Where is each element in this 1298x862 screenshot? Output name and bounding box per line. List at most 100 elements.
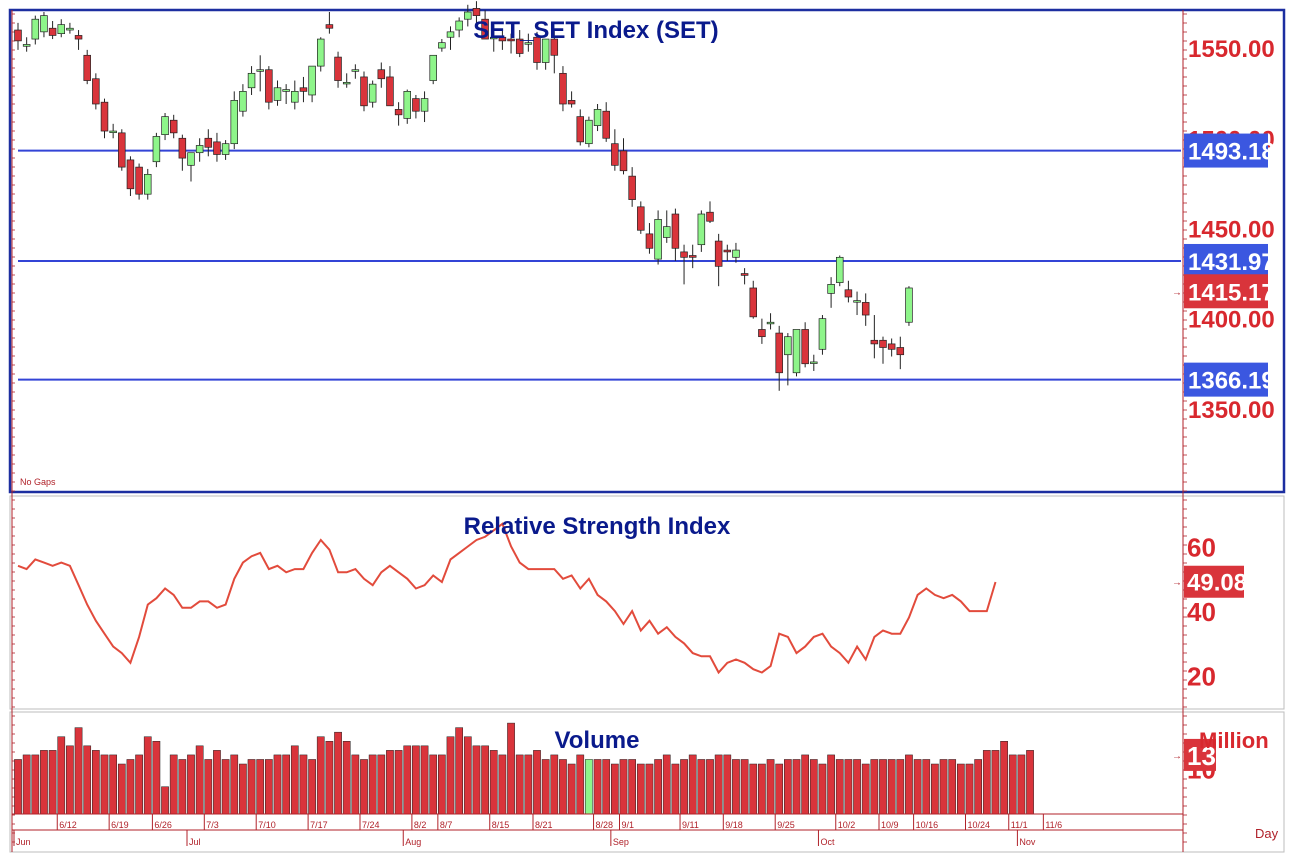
candle-body [334, 56, 342, 81]
volume-bar [463, 736, 472, 815]
candle-body [567, 100, 576, 105]
candle-body [342, 81, 351, 85]
candle-body [394, 109, 403, 116]
candle-body [420, 98, 429, 112]
candle-body [602, 110, 610, 139]
candle-body [265, 69, 273, 103]
candle-body [464, 11, 472, 20]
candle-body [204, 137, 213, 148]
month-label: Jul [189, 837, 201, 847]
volume-bar [377, 754, 386, 815]
volume-bar [394, 750, 403, 815]
volume-bar [775, 763, 784, 815]
candle-body [732, 249, 740, 258]
volume-bar [593, 759, 602, 815]
candle-body [221, 143, 230, 155]
volume-bar [965, 763, 974, 815]
volume-bar [247, 759, 256, 815]
candle-body [887, 343, 896, 350]
no-gaps-note: No Gaps [20, 477, 56, 487]
candle-body [92, 78, 100, 105]
candle-body [801, 329, 809, 365]
volume-bar [273, 754, 282, 815]
volume-bar [178, 759, 187, 815]
support-level-tag [1184, 133, 1268, 168]
volume-bar [40, 750, 48, 815]
price-chart-title: SET_SET Index (SET) [473, 17, 718, 44]
candle-body [446, 31, 455, 38]
rsi-y-tick-label: 40 [1187, 597, 1216, 627]
volume-bar [342, 741, 351, 815]
support-level-value: 1431.97 [1188, 249, 1275, 276]
volume-bar [636, 763, 645, 815]
candle-body [169, 119, 178, 134]
rsi-panel-frame [9, 495, 1285, 710]
volume-bar [265, 759, 273, 815]
volume-bar [619, 759, 628, 815]
volume-bar [195, 745, 204, 815]
volume-bar [239, 763, 247, 815]
candle-body [818, 318, 827, 350]
volume-bar [654, 759, 662, 815]
candle-body [455, 20, 463, 31]
volume-bar [784, 759, 792, 815]
x-axis-unit: Day [1255, 826, 1279, 841]
volume-bar [489, 750, 498, 815]
candle-body [118, 132, 126, 168]
last-price-marker: → [1172, 287, 1182, 298]
x-tick-label: 8/7 [440, 820, 453, 830]
x-tick-label: 8/15 [492, 820, 510, 830]
support-level-value: 1493.18 [1188, 139, 1275, 166]
volume-bar [982, 750, 991, 815]
volume-panel-frame [9, 711, 1285, 853]
support-level-tag [1184, 243, 1268, 278]
candle-body [784, 336, 792, 356]
candle-body [481, 18, 489, 40]
candle-body [515, 38, 524, 54]
volume-bar [472, 745, 481, 815]
candle-body [507, 38, 515, 42]
volume-bar [325, 741, 334, 815]
volume-bar [697, 759, 706, 815]
x-tick-label: 6/19 [111, 820, 129, 830]
candle-body [593, 109, 602, 126]
candle-body [810, 361, 818, 364]
price-y-tick-label: 1400.00 [1188, 307, 1275, 334]
volume-bar [801, 754, 809, 815]
volume-bar [420, 745, 429, 815]
volume-bar [870, 759, 879, 815]
month-label: Jun [16, 837, 31, 847]
rsi-panel: 60 40 20 49.08 → [17, 522, 1247, 692]
rsi-line [17, 522, 997, 675]
volume-bar [1017, 754, 1026, 815]
candle-body [377, 69, 386, 80]
volume-bar [887, 759, 896, 815]
volume-bar [861, 763, 870, 815]
x-tick-label: 11/6 [1045, 820, 1062, 830]
candle-body [386, 76, 394, 107]
candle-body [360, 76, 368, 107]
x-tick-label: 9/11 [682, 820, 699, 830]
volume-bar [905, 754, 913, 815]
volume-bar [749, 763, 758, 815]
candle-body [671, 213, 680, 249]
volume-bar [939, 759, 948, 815]
candle-body [412, 98, 420, 112]
volume-bar [931, 763, 939, 815]
volume-bar [524, 754, 533, 815]
x-tick-label: 9/25 [777, 820, 795, 830]
volume-bar [714, 754, 723, 815]
volume-bar [14, 759, 22, 815]
x-tick-label: 10/9 [881, 820, 899, 830]
volume-panel: 1013→ [14, 722, 1216, 815]
month-label: Nov [1019, 837, 1036, 847]
x-tick-label: 7/17 [310, 820, 328, 830]
volume-bar [680, 759, 688, 815]
rsi-last-value: 49.08 [1187, 570, 1247, 597]
volume-bar [853, 759, 861, 815]
candle-body [498, 36, 507, 42]
candle-body [740, 273, 749, 276]
candle-body [585, 119, 593, 145]
volume-bar [187, 754, 195, 815]
